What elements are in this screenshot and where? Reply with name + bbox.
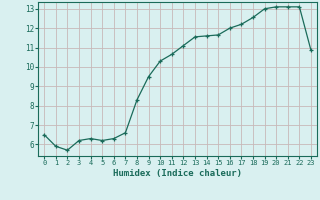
X-axis label: Humidex (Indice chaleur): Humidex (Indice chaleur) (113, 169, 242, 178)
